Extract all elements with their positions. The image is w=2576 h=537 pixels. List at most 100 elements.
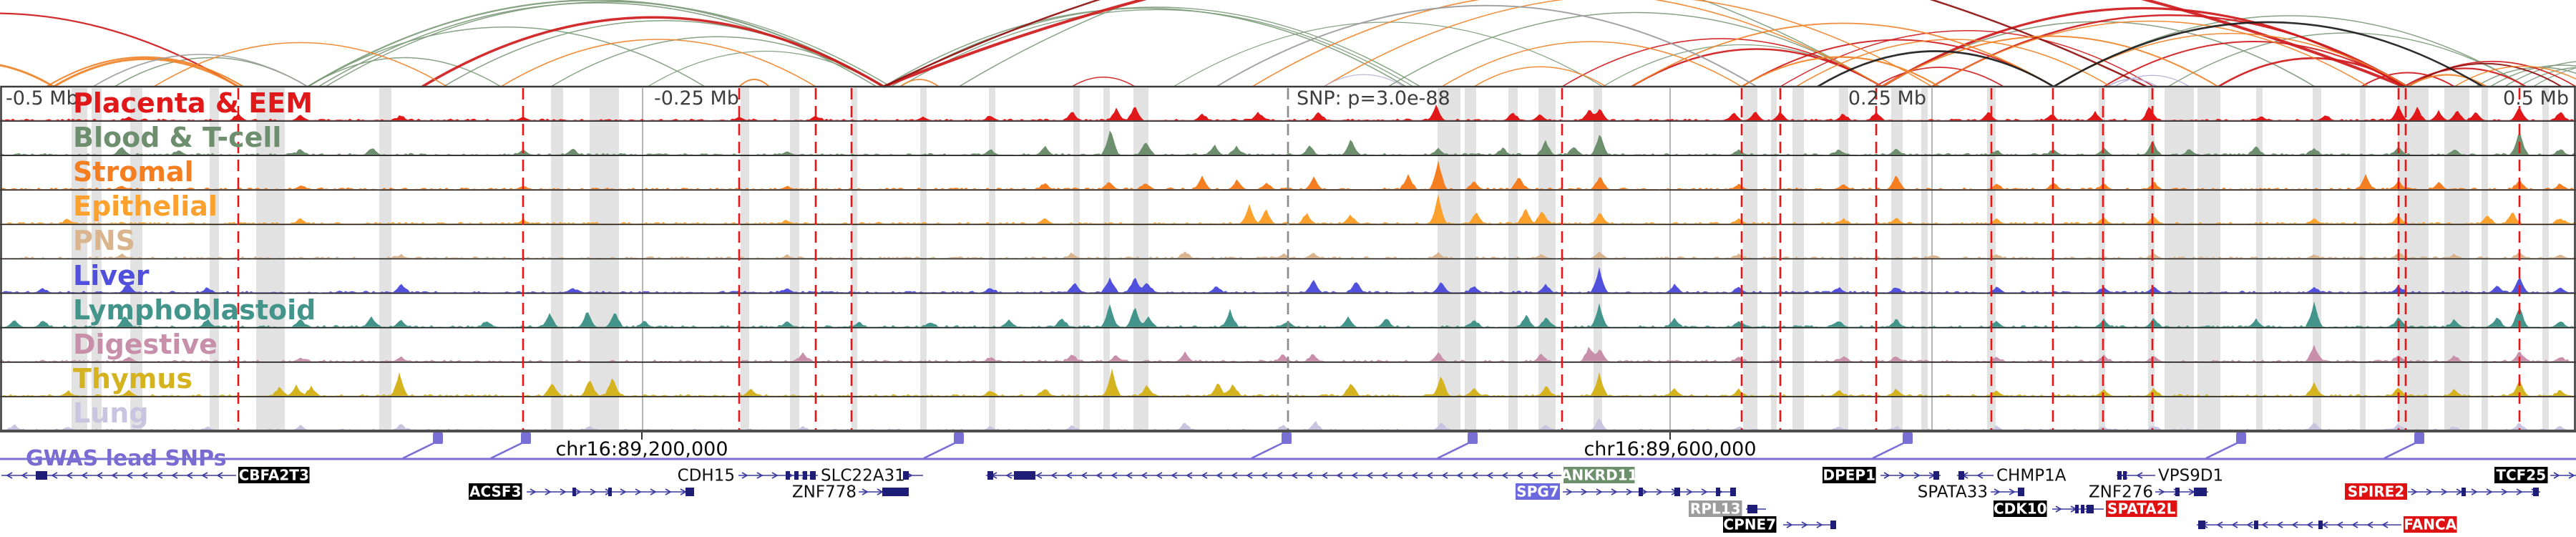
snp-guide-lines xyxy=(0,85,2576,432)
interaction-arc xyxy=(0,12,239,87)
gwas-snp-marker[interactable] xyxy=(923,432,964,460)
interaction-arc xyxy=(1795,39,2112,87)
interaction-arc xyxy=(307,0,884,87)
gene-vps9d1[interactable]: VPS9D1 xyxy=(2117,467,2223,485)
signal-track-digestive xyxy=(0,344,2576,362)
gene-dpep1[interactable]: DPEP1 xyxy=(1823,467,1941,484)
gene-ankrd11[interactable]: ANKRD11 xyxy=(986,467,1638,484)
track-label-pns[interactable]: PNS xyxy=(73,225,135,256)
gene-znf778[interactable]: ZNF778 xyxy=(792,483,909,502)
gene-spire2[interactable]: SPIRE2 xyxy=(2345,483,2540,500)
track-label-thymus[interactable]: Thymus xyxy=(73,363,192,395)
chr-coordinate-right: chr16:89,600,000 xyxy=(1584,438,1756,460)
gwas-snp-marker[interactable] xyxy=(2384,432,2424,460)
gwas-snp-marker[interactable] xyxy=(490,432,531,460)
interaction-arc xyxy=(1631,22,2054,87)
track-label-lung[interactable]: Lung xyxy=(73,397,149,429)
gene-label: VPS9D1 xyxy=(2158,467,2223,485)
interaction-arc xyxy=(1881,35,2219,87)
gene-label: SPATA2L xyxy=(2107,500,2176,518)
interaction-arc xyxy=(2407,62,2562,87)
track-label-blood-tcell[interactable]: Blood & T-cell xyxy=(73,122,281,153)
gene-cbfa2t3[interactable]: CBFA2T3 xyxy=(1,467,310,484)
gene-label: ZNF778 xyxy=(792,483,857,502)
interaction-arc xyxy=(2504,61,2576,87)
interaction-arc xyxy=(1817,50,2054,88)
gene-chmp1a[interactable]: CHMP1A xyxy=(1957,467,2067,485)
signal-track-pns xyxy=(0,251,2576,258)
interaction-arc xyxy=(2107,78,2158,87)
gene-label: CDH15 xyxy=(678,467,735,485)
interaction-arc xyxy=(2532,67,2576,87)
interaction-arc xyxy=(53,57,239,88)
gene-cpne7[interactable]: CPNE7 xyxy=(1723,516,1836,533)
gwas-snp-marker[interactable] xyxy=(1437,432,1478,460)
lead-snp-pvalue-label: SNP: p=3.0e-88 xyxy=(1297,87,1450,110)
gene-acsf3[interactable]: ACSF3 xyxy=(469,483,694,500)
interaction-arc xyxy=(2361,72,2455,87)
track-label-digestive[interactable]: Digestive xyxy=(73,329,218,360)
gwas-snp-marker[interactable] xyxy=(1251,432,1292,460)
interaction-arc xyxy=(1071,77,1136,87)
interaction-arc xyxy=(1874,67,2004,87)
gwas-snp-marker[interactable] xyxy=(402,432,443,460)
signal-track-thymus xyxy=(0,368,2576,396)
interaction-arc xyxy=(2407,74,2487,87)
gene-spg7[interactable]: SPG7 xyxy=(1516,483,1736,500)
interaction-arc xyxy=(1173,21,1604,87)
gene-spata33[interactable]: SPATA33 xyxy=(1918,483,2024,502)
interaction-arc xyxy=(153,42,448,87)
gene-annotation-track: CBFA2T3 CDH15 SLC22A31 ANKRD11 DPEP1 CHMP1A VP… xyxy=(1,467,2576,533)
track-label-epithelial[interactable]: Epithelial xyxy=(73,190,218,222)
gene-spata2l[interactable]: SPATA2L xyxy=(2106,500,2177,518)
gene-slc22a31[interactable]: SLC22A31 xyxy=(821,467,923,485)
interaction-arc xyxy=(1323,0,1933,87)
gene-label: CBFA2T3 xyxy=(239,467,309,484)
gene-label: CPNE7 xyxy=(1723,516,1776,533)
interaction-arc xyxy=(647,50,884,87)
interaction-arc xyxy=(1323,74,1405,87)
signal-track-lung xyxy=(0,417,2576,430)
interaction-arc xyxy=(500,39,816,87)
ruler-label-q1: -0.25 Mb xyxy=(654,87,739,110)
interaction-arc xyxy=(1473,66,1607,87)
interaction-arc xyxy=(421,16,884,88)
interaction-arc xyxy=(0,64,54,88)
track-label-stromal[interactable]: Stromal xyxy=(73,156,194,188)
interaction-arc xyxy=(883,7,1407,87)
gene-label: RPL13 xyxy=(1690,500,1741,518)
interaction-arc xyxy=(1780,30,2155,87)
track-label-lymphoblastoid[interactable]: Lymphoblastoid xyxy=(73,294,316,326)
gene-rpl13[interactable]: RPL13 xyxy=(1689,500,1766,518)
interaction-arc xyxy=(2454,65,2576,87)
gene-label: FANCA xyxy=(2404,516,2457,533)
gwas-lead-snps-track xyxy=(0,432,2576,460)
interaction-arc xyxy=(1441,41,1742,87)
gene-label: DPEP1 xyxy=(1823,467,1876,484)
gene-znf276[interactable]: ZNF276 xyxy=(2089,483,2208,502)
gwas-snp-marker[interactable] xyxy=(2205,432,2246,460)
interaction-arc xyxy=(325,1,892,87)
interaction-arc xyxy=(2518,67,2576,87)
gene-fanca[interactable]: FANCA xyxy=(2197,516,2457,533)
gene-cdk10[interactable]: CDK10 xyxy=(1994,500,2104,518)
interaction-arc xyxy=(307,57,502,87)
interaction-arc xyxy=(1561,38,1883,87)
gene-tcf25[interactable]: TCF25 xyxy=(2494,467,2576,484)
gene-cdh15[interactable]: CDH15 xyxy=(678,467,818,485)
interaction-arc xyxy=(1631,48,1883,88)
gwas-snp-marker[interactable] xyxy=(1872,432,1913,460)
track-label-placenta-eem[interactable]: Placenta & EEM xyxy=(73,87,313,119)
interaction-arc xyxy=(899,79,940,87)
interaction-arc xyxy=(318,2,877,87)
interaction-arc xyxy=(2053,21,2484,88)
interaction-arc xyxy=(1881,7,2405,88)
interaction-arc xyxy=(883,0,2405,88)
chr-coordinate-left: chr16:89,200,000 xyxy=(555,438,728,460)
interaction-arc xyxy=(46,56,244,87)
signal-track-liver xyxy=(0,267,2576,293)
interaction-arc xyxy=(738,79,770,87)
track-label-liver[interactable]: Liver xyxy=(73,260,150,291)
